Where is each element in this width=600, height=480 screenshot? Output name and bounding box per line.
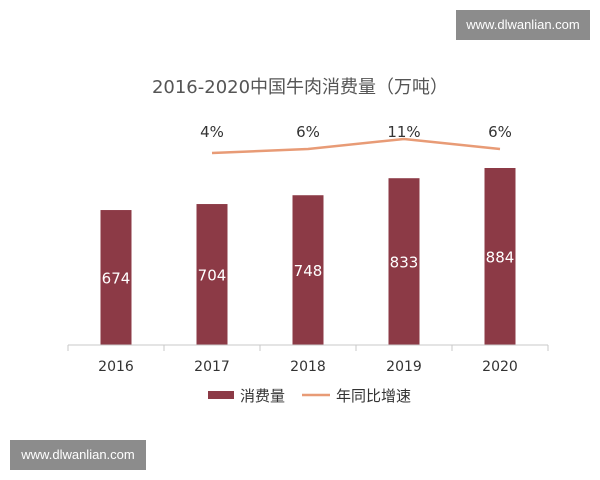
bar-value-label-2018: 748	[294, 262, 323, 280]
growth-label-2017: 4%	[200, 123, 224, 141]
growth-line-group: 4% 6% 11% 6%	[200, 123, 512, 155]
legend: 消费量 年同比增速	[208, 387, 411, 405]
x-tick-label-2016: 2016	[98, 359, 134, 375]
bar-2016	[100, 210, 132, 345]
growth-line	[211, 137, 501, 155]
bar-value-label-2019: 833	[390, 254, 419, 272]
x-axis-ticks	[67, 345, 549, 351]
x-axis-labels: 2016 2017 2018 2019 2020	[98, 359, 518, 375]
x-tick-label-2020: 2020	[482, 359, 518, 375]
x-tick-label-2017: 2017	[194, 359, 230, 375]
bar-value-label-2016: 674	[102, 270, 131, 288]
legend-bar-swatch	[208, 391, 234, 399]
watermark-bottom: www.dlwanlian.com	[10, 440, 146, 470]
growth-label-2018: 6%	[296, 123, 320, 141]
bar-value-label-2017: 704	[198, 267, 227, 285]
x-tick-label-2019: 2019	[386, 359, 422, 375]
legend-line-label: 年同比增速	[336, 387, 411, 405]
bar-value-label-2020: 884	[486, 249, 515, 267]
chart-title: 2016-2020中国牛肉消费量（万吨）	[152, 77, 448, 98]
legend-bar-label: 消费量	[240, 387, 285, 405]
bar-2019	[388, 178, 420, 345]
bar-2017	[196, 204, 228, 345]
watermark-top: www.dlwanlian.com	[456, 10, 590, 40]
bar-2020	[484, 168, 516, 345]
x-tick-label-2018: 2018	[290, 359, 326, 375]
growth-label-2019: 11%	[387, 123, 420, 141]
bars-group: 674 704 748 833 884	[100, 168, 516, 345]
bar-2018	[292, 195, 324, 345]
growth-label-2020: 6%	[488, 123, 512, 141]
